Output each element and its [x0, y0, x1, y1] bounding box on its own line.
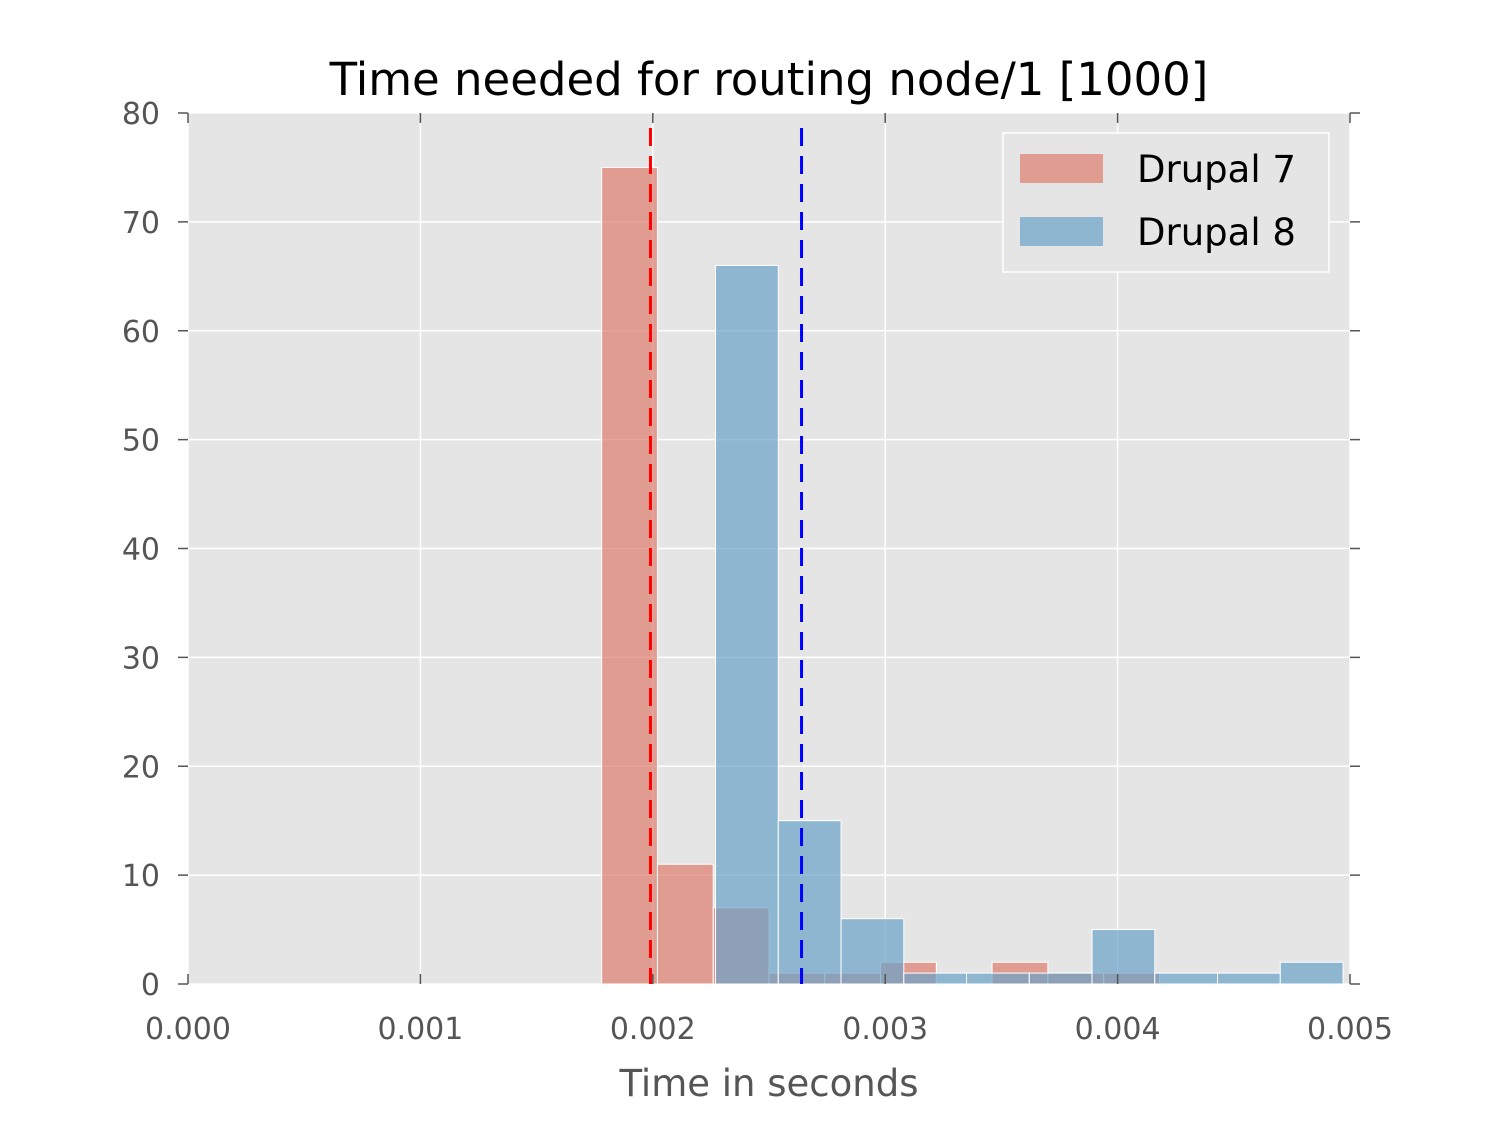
y-tick-label: 30	[122, 641, 160, 676]
bar-drupal-8	[1091, 929, 1156, 985]
x-tick-label: 0.002	[610, 1012, 696, 1047]
y-tick-label: 40	[122, 533, 160, 568]
legend: Drupal 7 Drupal 8	[1002, 132, 1330, 273]
y-tick-label: 10	[122, 859, 160, 894]
y-tick-label: 50	[122, 424, 160, 459]
y-tick-label: 70	[122, 206, 160, 241]
bar-drupal-8	[777, 820, 842, 985]
bar-drupal-8	[1028, 972, 1093, 985]
histogram-bars	[601, 166, 1344, 985]
y-tick-label: 60	[122, 315, 160, 350]
axis-ticks	[178, 112, 1360, 985]
bar-drupal-7	[601, 166, 658, 985]
x-tick-label: 0.001	[377, 1012, 463, 1047]
mean-lines	[648, 128, 804, 984]
x-tick-label: 0.004	[1075, 1012, 1161, 1047]
legend-label-drupal-7: Drupal 7	[1137, 148, 1296, 191]
bar-drupal-8	[1217, 972, 1281, 985]
bar-drupal-7	[656, 863, 714, 985]
chart-title: Time needed for routing node/1 [1000]	[329, 53, 1209, 106]
legend-swatch-drupal-7	[1020, 154, 1103, 183]
y-tick-label: 20	[122, 750, 160, 785]
x-tick-label: 0.003	[842, 1012, 928, 1047]
bar-drupal-8	[1279, 961, 1344, 985]
bar-drupal-8	[840, 918, 905, 985]
x-axis-label: Time in seconds	[618, 1062, 918, 1105]
x-tick-label: 0.005	[1307, 1012, 1393, 1047]
bar-drupal-8	[903, 972, 968, 985]
bar-drupal-8	[966, 972, 1030, 985]
y-tick-label: 80	[122, 97, 160, 132]
tick-labels: 0.000 0.001 0.002 0.003 0.004 0.005 0 10 20 30 40 5…	[122, 97, 1393, 1047]
bar-drupal-8	[1154, 972, 1219, 985]
y-tick-label: 0	[141, 968, 160, 1003]
legend-swatch-drupal-8	[1020, 217, 1103, 246]
legend-label-drupal-8: Drupal 8	[1137, 211, 1296, 254]
bar-drupal-8	[715, 264, 779, 985]
x-tick-label: 0.000	[145, 1012, 231, 1047]
